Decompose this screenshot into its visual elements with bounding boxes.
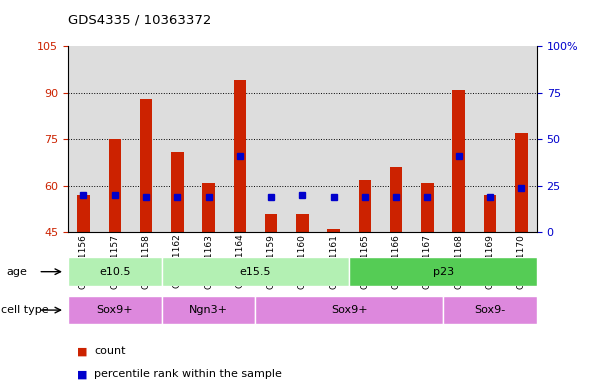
Text: GDS4335 / 10363372: GDS4335 / 10363372 (68, 13, 211, 26)
Bar (77, 195, 90, 232)
Bar (453, 89, 465, 232)
Bar (193, 46, 224, 232)
Bar (443, 296, 537, 324)
Bar (255, 46, 287, 232)
Bar (68, 257, 162, 286)
Bar (318, 46, 349, 232)
Text: Sox9+: Sox9+ (96, 305, 133, 315)
Bar (68, 296, 162, 324)
Bar (506, 46, 537, 232)
Bar (412, 46, 443, 232)
Bar (140, 99, 152, 232)
Bar (296, 214, 309, 232)
Bar (162, 46, 193, 232)
Bar (421, 183, 434, 232)
Text: age: age (6, 266, 27, 277)
Bar (390, 167, 402, 232)
Bar (474, 46, 506, 232)
Text: percentile rank within the sample: percentile rank within the sample (94, 369, 282, 379)
Text: p23: p23 (432, 266, 454, 277)
Bar (349, 257, 537, 286)
Text: ■: ■ (77, 369, 87, 379)
Bar (224, 46, 255, 232)
Text: e15.5: e15.5 (240, 266, 271, 277)
Bar (287, 46, 318, 232)
Text: ■: ■ (77, 346, 87, 356)
Bar (99, 46, 130, 232)
Bar (484, 195, 496, 232)
Text: count: count (94, 346, 126, 356)
Bar (349, 46, 381, 232)
Bar (443, 46, 474, 232)
Text: cell type: cell type (1, 305, 49, 315)
Bar (327, 229, 340, 232)
Text: e10.5: e10.5 (99, 266, 130, 277)
Bar (234, 80, 246, 232)
Bar (162, 296, 255, 324)
Bar (68, 46, 99, 232)
Text: Sox9-: Sox9- (474, 305, 506, 315)
Bar (109, 139, 121, 232)
Text: Ngn3+: Ngn3+ (189, 305, 228, 315)
Bar (171, 152, 183, 232)
Bar (130, 46, 162, 232)
Bar (359, 180, 371, 232)
Text: Sox9+: Sox9+ (331, 305, 368, 315)
Bar (265, 214, 277, 232)
Bar (381, 46, 412, 232)
Bar (202, 183, 215, 232)
Bar (162, 257, 349, 286)
Bar (515, 133, 527, 232)
Bar (255, 296, 443, 324)
